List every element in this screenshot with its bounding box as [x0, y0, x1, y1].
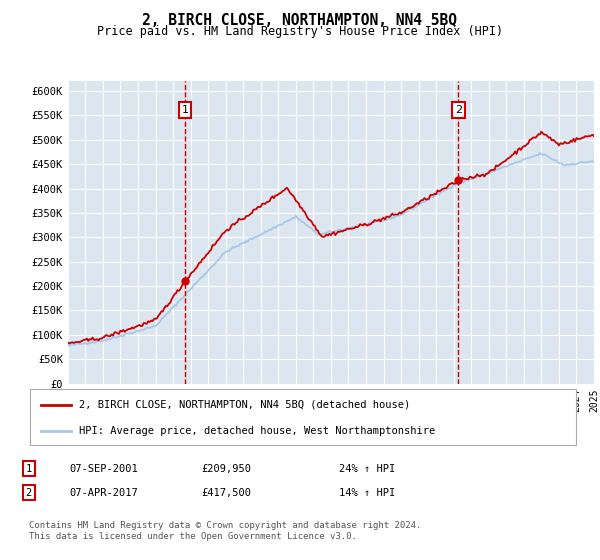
Text: £209,950: £209,950 [201, 464, 251, 474]
Text: HPI: Average price, detached house, West Northamptonshire: HPI: Average price, detached house, West… [79, 426, 436, 436]
Text: 07-SEP-2001: 07-SEP-2001 [69, 464, 138, 474]
Text: 2: 2 [26, 488, 32, 498]
Text: 1: 1 [26, 464, 32, 474]
Text: 1: 1 [182, 105, 188, 115]
Text: 2: 2 [455, 105, 462, 115]
Text: 2, BIRCH CLOSE, NORTHAMPTON, NN4 5BQ: 2, BIRCH CLOSE, NORTHAMPTON, NN4 5BQ [143, 13, 458, 27]
Text: 07-APR-2017: 07-APR-2017 [69, 488, 138, 498]
Text: £417,500: £417,500 [201, 488, 251, 498]
Text: 14% ↑ HPI: 14% ↑ HPI [339, 488, 395, 498]
Text: 2, BIRCH CLOSE, NORTHAMPTON, NN4 5BQ (detached house): 2, BIRCH CLOSE, NORTHAMPTON, NN4 5BQ (de… [79, 400, 410, 410]
FancyBboxPatch shape [30, 389, 576, 445]
Text: 24% ↑ HPI: 24% ↑ HPI [339, 464, 395, 474]
Text: Price paid vs. HM Land Registry's House Price Index (HPI): Price paid vs. HM Land Registry's House … [97, 25, 503, 38]
Text: Contains HM Land Registry data © Crown copyright and database right 2024.
This d: Contains HM Land Registry data © Crown c… [29, 521, 421, 540]
